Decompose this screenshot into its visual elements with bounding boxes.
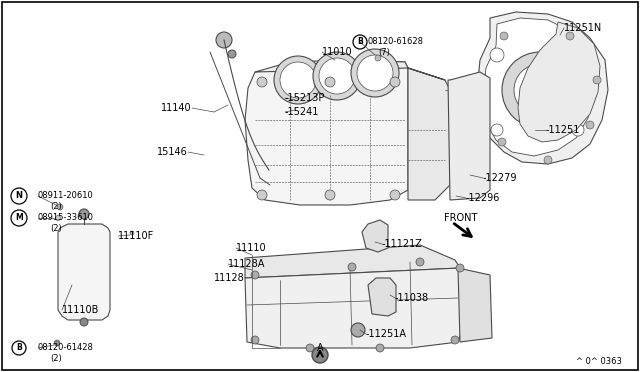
Circle shape: [456, 264, 464, 272]
Circle shape: [274, 56, 322, 104]
Text: B: B: [16, 343, 22, 353]
Polygon shape: [518, 22, 600, 142]
Text: 08120-61628: 08120-61628: [367, 38, 423, 46]
Circle shape: [11, 188, 27, 204]
Circle shape: [251, 271, 259, 279]
Text: -11121Z: -11121Z: [382, 239, 423, 249]
Circle shape: [544, 156, 552, 164]
Text: 11140: 11140: [161, 103, 192, 113]
Ellipse shape: [454, 94, 486, 166]
Ellipse shape: [412, 118, 448, 162]
Polygon shape: [245, 245, 460, 278]
Text: 08915-33610: 08915-33610: [38, 214, 94, 222]
Circle shape: [375, 55, 381, 61]
Circle shape: [11, 210, 27, 226]
Circle shape: [130, 231, 134, 235]
Text: N: N: [15, 192, 22, 201]
Text: 11110B: 11110B: [62, 305, 99, 315]
Ellipse shape: [418, 125, 442, 155]
Ellipse shape: [66, 226, 102, 318]
Circle shape: [500, 32, 508, 40]
Text: (2): (2): [50, 355, 61, 363]
Ellipse shape: [278, 315, 322, 335]
Text: (2): (2): [50, 224, 61, 234]
Text: (2): (2): [50, 202, 61, 212]
Circle shape: [351, 323, 365, 337]
Circle shape: [476, 91, 484, 99]
Ellipse shape: [460, 106, 480, 154]
Circle shape: [390, 77, 400, 87]
Circle shape: [325, 190, 335, 200]
Text: -11251: -11251: [546, 125, 580, 135]
Text: -11038: -11038: [395, 293, 429, 303]
Text: -12296: -12296: [466, 193, 500, 203]
Text: M: M: [15, 214, 23, 222]
Circle shape: [351, 49, 399, 97]
Text: B: B: [357, 38, 363, 46]
Circle shape: [586, 121, 594, 129]
Circle shape: [348, 263, 356, 271]
Ellipse shape: [358, 310, 402, 330]
Circle shape: [593, 76, 601, 84]
Text: 08911-20610: 08911-20610: [38, 192, 93, 201]
Text: 15146: 15146: [157, 147, 188, 157]
Polygon shape: [245, 60, 408, 205]
Circle shape: [572, 124, 584, 136]
Circle shape: [79, 209, 89, 219]
Text: 11110F: 11110F: [118, 231, 154, 241]
Text: (7): (7): [378, 48, 390, 58]
Circle shape: [353, 35, 367, 49]
Text: 11128: 11128: [214, 273, 244, 283]
Circle shape: [56, 215, 61, 221]
Text: 11128A: 11128A: [228, 259, 266, 269]
Circle shape: [376, 344, 384, 352]
Circle shape: [12, 341, 26, 355]
Circle shape: [514, 64, 566, 116]
Circle shape: [306, 344, 314, 352]
Polygon shape: [362, 220, 388, 252]
Circle shape: [280, 62, 316, 98]
Text: 11010: 11010: [322, 47, 353, 57]
Polygon shape: [245, 268, 462, 348]
Circle shape: [566, 32, 574, 40]
Circle shape: [576, 49, 588, 61]
Polygon shape: [408, 68, 450, 200]
Circle shape: [502, 52, 578, 128]
Polygon shape: [368, 278, 396, 316]
Text: ^ 0^ 0363: ^ 0^ 0363: [576, 357, 622, 366]
Circle shape: [498, 138, 506, 146]
Circle shape: [57, 204, 63, 210]
Circle shape: [216, 32, 232, 48]
Text: 08120-61428: 08120-61428: [38, 343, 94, 353]
Circle shape: [313, 52, 361, 100]
Circle shape: [416, 258, 424, 266]
Circle shape: [251, 336, 259, 344]
Circle shape: [325, 77, 335, 87]
Circle shape: [312, 347, 328, 363]
Text: -12279: -12279: [483, 173, 518, 183]
Circle shape: [491, 124, 503, 136]
Circle shape: [319, 58, 355, 94]
Circle shape: [451, 336, 459, 344]
Circle shape: [54, 340, 60, 346]
Ellipse shape: [358, 278, 402, 298]
Ellipse shape: [278, 282, 322, 302]
Text: -15213P: -15213P: [285, 93, 325, 103]
Text: -15241: -15241: [285, 107, 319, 117]
Circle shape: [257, 190, 267, 200]
Polygon shape: [477, 12, 608, 164]
Circle shape: [490, 48, 504, 62]
Circle shape: [357, 55, 393, 91]
Text: A: A: [317, 343, 323, 353]
Polygon shape: [255, 60, 445, 80]
Text: FRONT: FRONT: [444, 213, 477, 223]
Text: -11251A: -11251A: [366, 329, 407, 339]
Polygon shape: [58, 224, 110, 320]
Circle shape: [228, 50, 236, 58]
Circle shape: [257, 77, 267, 87]
Text: 11110: 11110: [236, 243, 267, 253]
Polygon shape: [458, 268, 492, 342]
Polygon shape: [483, 18, 594, 156]
Circle shape: [80, 318, 88, 326]
